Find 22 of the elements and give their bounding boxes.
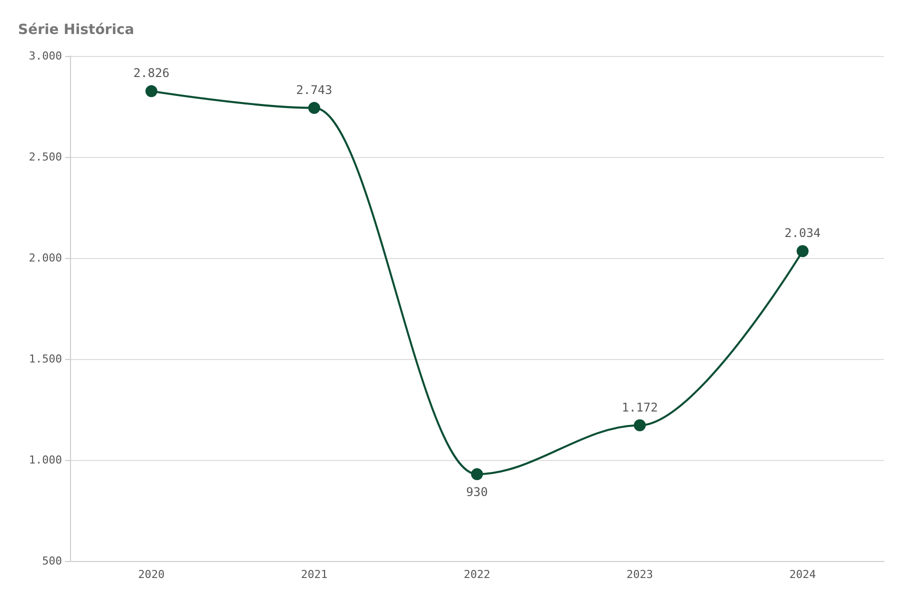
data-label: 2.826 — [133, 66, 170, 80]
x-tick-label: 2021 — [300, 568, 328, 581]
x-tick-label: 2020 — [138, 568, 165, 581]
x-tick-label: 2024 — [789, 568, 816, 581]
y-tick-label: 500 — [42, 554, 62, 568]
data-label: 930 — [466, 485, 488, 500]
point — [145, 85, 158, 98]
point — [796, 245, 809, 258]
y-tick-label: 1.000 — [28, 454, 62, 466]
y-tick-label: 3.000 — [28, 50, 62, 62]
chart-title: Série Histórica — [18, 22, 134, 38]
point — [308, 102, 320, 114]
point — [634, 419, 646, 432]
point — [471, 468, 483, 480]
data-label: 2.743 — [296, 82, 332, 97]
x-tick-label: 2023 — [626, 568, 654, 581]
y-tick-label: 1.500 — [28, 352, 62, 366]
y-tick-label: 2.500 — [28, 150, 62, 164]
data-label: 1.172 — [622, 400, 658, 414]
y-tick-label: 2.000 — [28, 252, 62, 264]
data-label: 2.034 — [784, 226, 821, 240]
x-tick-label: 2022 — [464, 568, 490, 581]
